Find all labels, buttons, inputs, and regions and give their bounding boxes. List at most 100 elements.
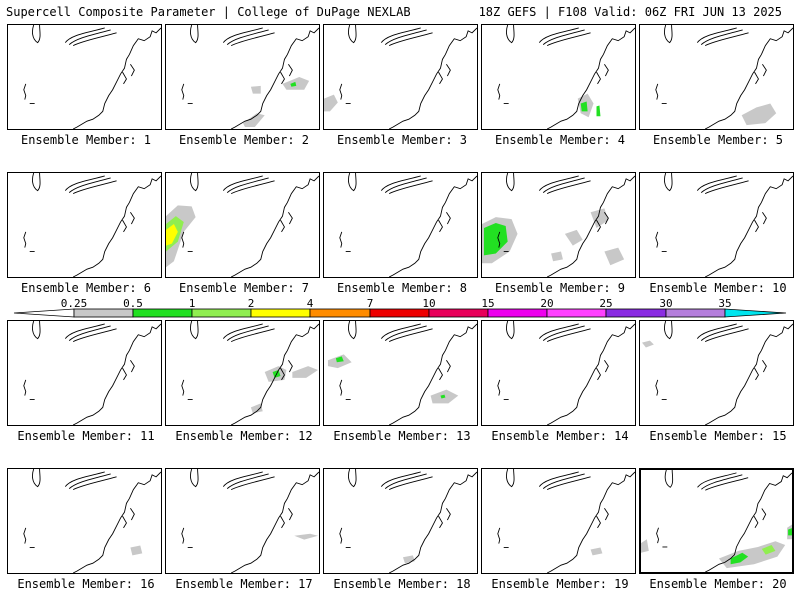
colorbar-tick-label: 4 [306,297,314,310]
map-boundary [656,527,659,544]
coastline [546,471,635,573]
map-boundary [222,471,263,487]
map-boundary [122,515,127,529]
coastline [546,27,635,129]
coastline [546,323,635,425]
ensemble-member-label: Ensemble Member: 18 [333,577,471,591]
panel-map [23,469,161,573]
map-boundary [130,508,135,521]
coastline [230,323,319,425]
ensemble-panel-3 [323,24,478,130]
ensemble-member-label: Ensemble Member: 4 [494,133,626,147]
scp-contour-grey [250,403,263,414]
colorbar-tick-label: 30 [659,297,673,310]
map-boundary [388,476,433,490]
map-boundary [761,508,767,521]
coastline [388,471,477,573]
scp-contour-green [290,81,297,87]
ensemble-panel-16 [7,468,162,574]
map-boundary [380,175,421,191]
map-boundary [754,367,759,381]
ensemble-member-label: Ensemble Member: 15 [649,429,787,443]
ensemble-member-label: Ensemble Member: 2 [178,133,310,147]
map-boundary [388,328,433,342]
header-valid-time: 18Z GEFS | F108 Valid: 06Z FRI JUN 13 20… [478,5,782,19]
map-boundary [130,360,135,373]
ensemble-member-label: Ensemble Member: 9 [494,281,626,295]
scp-contour-grey [130,545,143,556]
map-boundary [542,29,585,45]
ensemble-member-label: Ensemble Member: 5 [652,133,784,147]
map-boundary [546,476,591,490]
map-boundary [348,173,357,192]
map-boundary [546,328,591,342]
panel-map [482,173,635,277]
panel-map [23,25,161,129]
map-boundary [497,379,501,396]
map-boundary [348,469,357,488]
map-boundary [280,71,285,85]
map-boundary [190,321,199,340]
map-boundary [506,25,515,44]
map-boundary [339,231,343,248]
map-boundary [542,325,585,341]
colorbar-tick-label: 1 [188,297,196,310]
ensemble-panel-10 [639,172,794,278]
map-boundary [181,231,185,248]
header-title: Supercell Composite Parameter | College … [6,5,411,19]
ensemble-panel-13 [323,320,478,426]
map-boundary [388,180,433,194]
map-boundary [122,219,127,233]
map-boundary [384,177,427,193]
ensemble-panel-11 [7,320,162,426]
colorbar-tick-label: 35 [718,297,732,310]
map-boundary [438,71,443,85]
map-boundary [705,477,749,491]
map-boundary [288,360,293,373]
map-boundary [438,367,443,381]
map-boundary [438,515,443,529]
colorbar-bin-green [132,308,193,318]
panel-map [324,25,477,129]
map-boundary [230,328,275,342]
map-boundary [704,180,749,194]
ensemble-panel-8 [323,172,478,278]
map-boundary [538,323,579,339]
map-boundary [604,212,609,225]
map-boundary [655,231,659,248]
scp-contour-grey [292,366,319,378]
map-boundary [190,469,199,488]
coastline [546,175,635,277]
colorbar-tick-label: 10 [422,297,436,310]
scp-contour-green [596,105,601,117]
map-boundary [181,527,185,544]
colorbar-bin-lightgreen [191,308,252,318]
coastline [705,472,792,572]
scp-contour-grey [604,247,625,266]
scp-contour-grey [551,251,563,262]
coastline [388,27,477,129]
ensemble-member-label: Ensemble Member: 13 [333,429,471,443]
colorbar-bin-red [369,308,430,318]
map-boundary [384,473,427,489]
coastline [72,471,161,573]
coastline [230,175,319,277]
map-boundary [655,83,659,100]
map-boundary [762,360,767,373]
map-boundary [655,379,659,396]
colorbar-bin-grey [73,308,134,318]
map-boundary [596,367,601,381]
scp-contour-yellow [166,224,178,246]
map-boundary [596,515,601,529]
map-boundary [72,328,117,342]
panel-map [497,321,635,425]
ensemble-panel-14 [481,320,636,426]
ensemble-panel-17 [165,468,320,574]
ensemble-panel-18 [323,468,478,574]
panel-map [497,469,635,573]
map-boundary [280,515,285,529]
ensemble-member-label: Ensemble Member: 17 [175,577,313,591]
ensemble-member-label: Ensemble Member: 1 [20,133,152,147]
coastline [72,323,161,425]
map-boundary [339,527,343,544]
